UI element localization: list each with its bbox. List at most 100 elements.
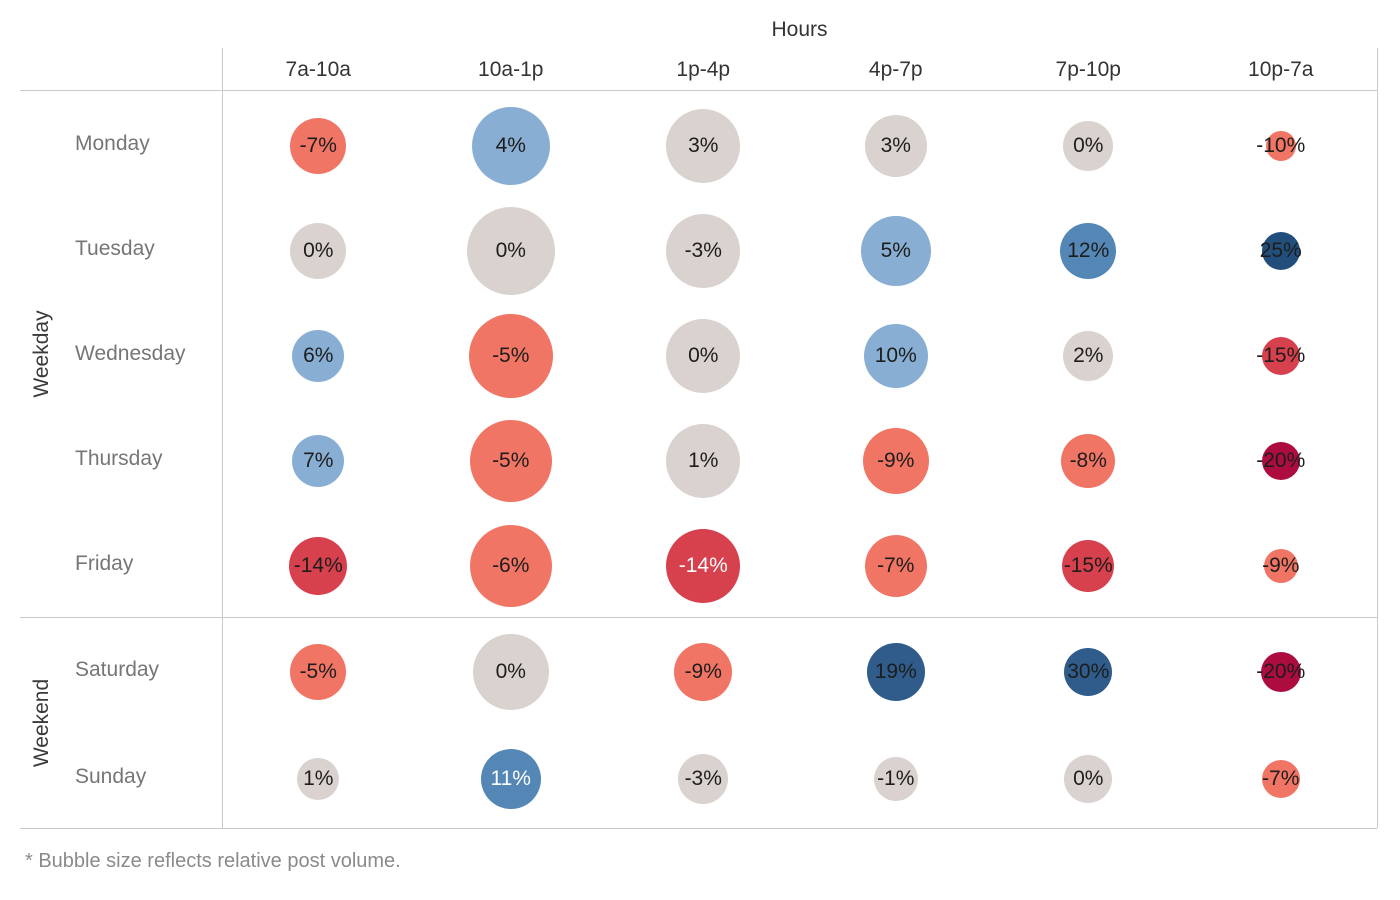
bubble-friday-4p-7p[interactable]: -7% bbox=[864, 535, 927, 597]
row-label-thursday: Thursday bbox=[75, 447, 163, 470]
bubble-wednesday-10a-1p[interactable]: -5% bbox=[468, 314, 553, 398]
bubble-sunday-7a-10a[interactable]: 1% bbox=[297, 758, 340, 800]
bubble-value-label: 5% bbox=[880, 239, 911, 262]
bubble-sunday-10p-7a[interactable]: -7% bbox=[1261, 760, 1300, 798]
group-separator-line bbox=[20, 617, 1377, 618]
bubble-sunday-10a-1p[interactable]: 11% bbox=[480, 749, 541, 809]
bubble-value-label: -5% bbox=[492, 449, 530, 472]
bubble-monday-7a-10a[interactable]: -7% bbox=[290, 118, 347, 174]
row-label-sunday: Sunday bbox=[75, 765, 147, 788]
bubble-value-label: 11% bbox=[490, 767, 531, 790]
bubble-saturday-10a-1p[interactable]: 0% bbox=[472, 634, 549, 710]
bubble-wednesday-4p-7p[interactable]: 10% bbox=[863, 324, 928, 388]
column-header-1p-4p: 1p-4p bbox=[676, 58, 731, 81]
bubble-value-label: 0% bbox=[303, 239, 334, 262]
bubble-monday-10p-7a[interactable]: -10% bbox=[1256, 131, 1305, 161]
bubble-thursday-7a-10a[interactable]: 7% bbox=[292, 435, 345, 487]
bubble-value-label: 0% bbox=[688, 344, 719, 367]
bubble-wednesday-1p-4p[interactable]: 0% bbox=[666, 319, 741, 393]
bubble-value-label: -7% bbox=[299, 134, 337, 157]
bubble-value-label: -14% bbox=[293, 554, 343, 577]
bubble-tuesday-1p-4p[interactable]: -3% bbox=[666, 214, 741, 288]
bubble-monday-1p-4p[interactable]: 3% bbox=[666, 109, 741, 183]
bubble-sunday-1p-4p[interactable]: -3% bbox=[678, 754, 729, 804]
bubble-value-label: 6% bbox=[303, 344, 334, 367]
bubble-value-label: 0% bbox=[495, 660, 526, 683]
bubble-value-label: -15% bbox=[1256, 344, 1306, 367]
bubble-wednesday-10p-7a[interactable]: -15% bbox=[1256, 337, 1305, 375]
row-label-monday: Monday bbox=[75, 132, 150, 155]
bubble-value-label: -6% bbox=[492, 554, 530, 577]
bubble-thursday-7p-10p[interactable]: -8% bbox=[1061, 434, 1116, 488]
bubble-value-label: -8% bbox=[1069, 449, 1107, 472]
bubble-value-label: 1% bbox=[303, 767, 334, 790]
bubble-value-label: 10% bbox=[874, 344, 917, 367]
bubble-friday-7a-10a[interactable]: -14% bbox=[289, 537, 348, 595]
bubble-value-label: -15% bbox=[1063, 554, 1113, 577]
bubble-value-label: -3% bbox=[684, 239, 722, 262]
bubble-value-label: 0% bbox=[1073, 134, 1104, 157]
column-header-4p-7p: 4p-7p bbox=[868, 58, 923, 81]
bubble-value-label: -7% bbox=[877, 554, 915, 577]
row-label-wednesday: Wednesday bbox=[75, 342, 186, 365]
bubble-value-label: -9% bbox=[684, 660, 722, 683]
bubble-value-label: 4% bbox=[495, 134, 526, 157]
bubble-value-label: 30% bbox=[1067, 660, 1110, 683]
bubble-value-label: -5% bbox=[492, 344, 530, 367]
left-axis-line bbox=[222, 48, 223, 828]
bubble-friday-10a-1p[interactable]: -6% bbox=[469, 525, 552, 607]
bubble-tuesday-4p-7p[interactable]: 5% bbox=[860, 216, 931, 286]
bubble-value-label: -14% bbox=[678, 554, 728, 577]
bubble-friday-1p-4p[interactable]: -14% bbox=[666, 529, 741, 603]
bubble-value-label: 12% bbox=[1067, 239, 1110, 262]
bubble-value-label: 0% bbox=[495, 239, 526, 262]
bubble-tuesday-7p-10p[interactable]: 12% bbox=[1060, 223, 1117, 279]
bubble-wednesday-7a-10a[interactable]: 6% bbox=[292, 330, 345, 382]
bubble-value-label: -10% bbox=[1256, 134, 1306, 157]
bubble-saturday-7a-10a[interactable]: -5% bbox=[290, 644, 347, 700]
bubble-saturday-7p-10p[interactable]: 30% bbox=[1064, 648, 1113, 696]
row-label-saturday: Saturday bbox=[75, 658, 160, 681]
group-label-weekend: Weekend bbox=[30, 678, 53, 767]
bubble-thursday-10p-7a[interactable]: -20% bbox=[1256, 442, 1305, 480]
bubble-value-label: 2% bbox=[1073, 344, 1104, 367]
bubble-value-label: -1% bbox=[877, 767, 915, 790]
bubble-wednesday-7p-10p[interactable]: 2% bbox=[1063, 331, 1114, 381]
bubble-monday-10a-1p[interactable]: 4% bbox=[471, 107, 550, 185]
bubble-tuesday-7a-10a[interactable]: 0% bbox=[290, 223, 347, 279]
bubble-thursday-1p-4p[interactable]: 1% bbox=[666, 424, 741, 498]
header-underline bbox=[20, 90, 1377, 91]
group-label-weekday: Weekday bbox=[30, 309, 53, 398]
bubble-saturday-10p-7a[interactable]: -20% bbox=[1256, 652, 1305, 692]
bubble-friday-10p-7a[interactable]: -9% bbox=[1262, 549, 1300, 583]
bubble-friday-7p-10p[interactable]: -15% bbox=[1062, 540, 1115, 592]
bubble-value-label: -20% bbox=[1256, 660, 1306, 683]
bubble-value-label: -7% bbox=[1262, 767, 1300, 790]
column-header-10a-1p: 10a-1p bbox=[478, 58, 544, 81]
bubble-value-label: 25% bbox=[1259, 239, 1302, 262]
bubble-value-label: -9% bbox=[1262, 554, 1300, 577]
bubble-value-label: 19% bbox=[874, 660, 917, 683]
bubble-monday-7p-10p[interactable]: 0% bbox=[1063, 121, 1114, 171]
bubble-value-label: 3% bbox=[880, 134, 911, 157]
bubble-value-label: 7% bbox=[303, 449, 334, 472]
bubble-sunday-7p-10p[interactable]: 0% bbox=[1064, 755, 1113, 803]
bubble-tuesday-10p-7a[interactable]: 25% bbox=[1259, 232, 1302, 270]
right-border-line bbox=[1377, 48, 1378, 828]
footnote: * Bubble size reflects relative post vol… bbox=[25, 850, 401, 872]
row-label-friday: Friday bbox=[75, 552, 134, 575]
bubble-value-label: -20% bbox=[1256, 449, 1306, 472]
bubble-tuesday-10a-1p[interactable]: 0% bbox=[466, 207, 555, 295]
column-header-10p-7a: 10p-7a bbox=[1248, 58, 1314, 81]
bubble-monday-4p-7p[interactable]: 3% bbox=[864, 115, 927, 177]
bubble-thursday-10a-1p[interactable]: -5% bbox=[469, 420, 552, 502]
bubble-value-label: 0% bbox=[1073, 767, 1104, 790]
bubble-sunday-4p-7p[interactable]: -1% bbox=[873, 757, 918, 801]
bubble-value-label: 3% bbox=[688, 134, 719, 157]
columns-axis-title: Hours bbox=[771, 18, 828, 41]
bubble-saturday-4p-7p[interactable]: 19% bbox=[866, 643, 925, 701]
bubble-thursday-4p-7p[interactable]: -9% bbox=[862, 428, 929, 494]
bubble-value-label: 1% bbox=[688, 449, 719, 472]
bubble-saturday-1p-4p[interactable]: -9% bbox=[674, 643, 733, 701]
